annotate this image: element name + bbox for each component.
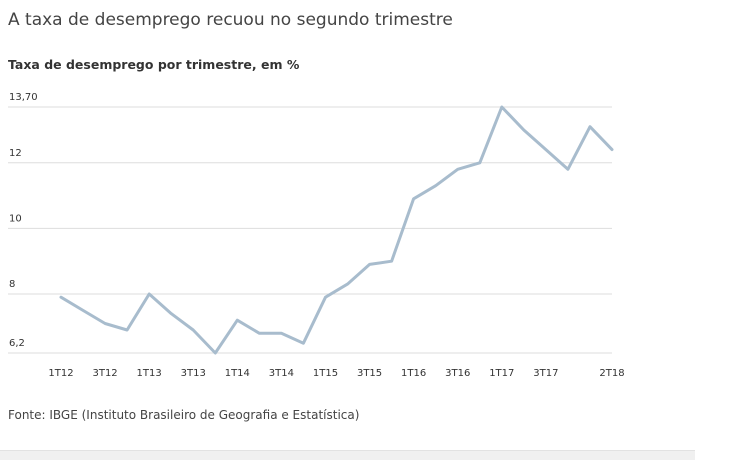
x-tick-label: 1T14 <box>225 368 250 379</box>
x-tick-label: 3T12 <box>92 368 117 379</box>
chart-title: Taxa de desemprego por trimestre, em % <box>8 57 300 72</box>
x-tick-label: 1T13 <box>137 368 162 379</box>
grid-lines <box>8 106 612 354</box>
y-tick-label: 8 <box>9 279 15 290</box>
x-tick-label: 1T12 <box>48 368 73 379</box>
x-tick-label: 2T18 <box>599 368 624 379</box>
y-tick-label: 10 <box>9 213 22 224</box>
y-tick-label: 6,2 <box>9 338 25 349</box>
x-tick-label: 3T14 <box>269 368 294 379</box>
x-tick-label: 3T16 <box>445 368 470 379</box>
x-tick-label: 3T17 <box>533 368 558 379</box>
x-tick-label: 1T17 <box>489 368 514 379</box>
y-tick-label: 12 <box>9 148 22 159</box>
x-tick-label: 3T15 <box>357 368 382 379</box>
y-tick-label: 13,70 <box>9 92 38 103</box>
source-note: Fonte: IBGE (Instituto Brasileiro de Geo… <box>8 408 360 422</box>
x-tick-label: 1T15 <box>313 368 338 379</box>
y-axis-ticks: 13,70 12 10 8 6,2 <box>9 92 38 349</box>
chart-headline: A taxa de desemprego recuou no segundo t… <box>8 10 453 30</box>
x-tick-label: 1T16 <box>401 368 426 379</box>
x-axis-ticks: 1T12 3T12 1T13 3T13 1T14 3T14 1T15 3T15 1T16 3T16… <box>48 368 624 379</box>
series-layer <box>59 105 614 355</box>
footer-bar <box>0 450 695 460</box>
series-line <box>59 105 614 355</box>
x-tick-label: 3T13 <box>181 368 206 379</box>
